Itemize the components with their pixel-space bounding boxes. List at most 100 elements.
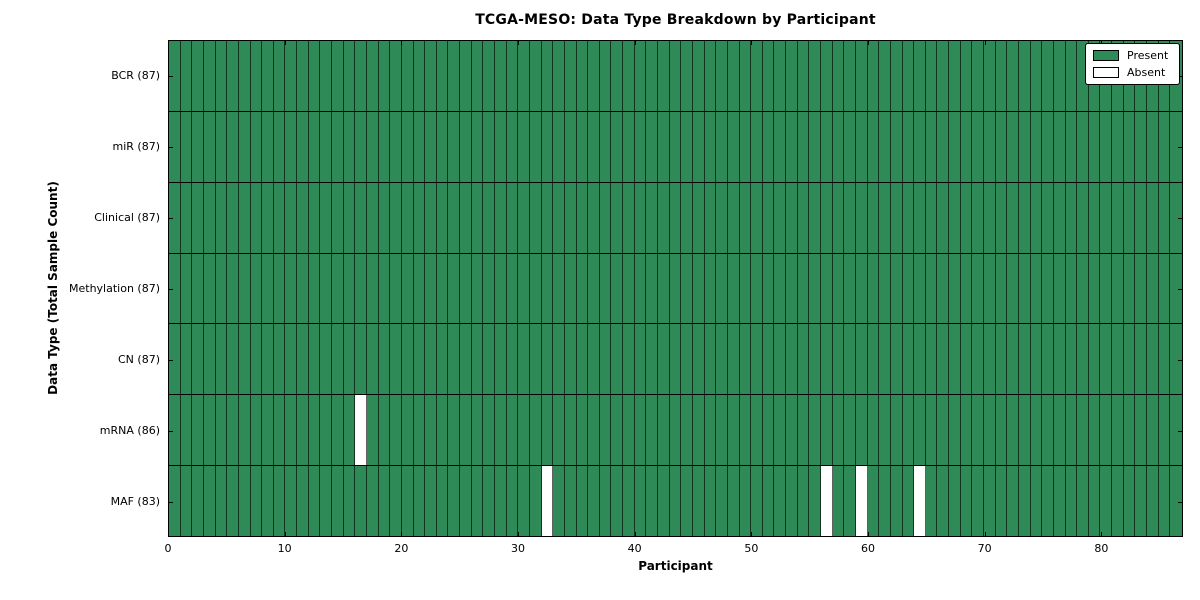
heatmap-cell [332,324,344,395]
heatmap-cell [1077,111,1089,182]
heatmap-cell [436,324,449,395]
heatmap-cell [669,41,682,111]
heatmap-cell [541,182,554,253]
heatmap-cell [1065,41,1078,111]
heatmap-cell [925,41,938,111]
heatmap-cell [564,395,577,466]
heatmap-cell [844,395,856,466]
heatmap-cell [646,253,659,324]
heatmap-cell [984,466,996,537]
x-tick-label-0: 0 [164,542,172,555]
x-tick-label-50: 50 [744,542,759,555]
heatmap-cell [704,466,717,537]
heatmap-cell [215,395,228,466]
heatmap-cell [553,41,565,111]
legend-entry-absent: Absent [1093,66,1172,79]
heatmap-cell [355,111,367,182]
heatmap-cell [890,324,903,395]
heatmap-cell [995,395,1008,466]
heatmap-cell [739,466,752,537]
heatmap-cell [692,324,705,395]
heatmap-cell [308,111,321,182]
heatmap-cell [588,182,600,253]
heatmap-cell [1112,111,1124,182]
heatmap-cell [401,182,414,253]
heatmap-cell [169,395,181,466]
heatmap-cell [308,253,321,324]
heatmap-cell [227,182,239,253]
heatmap-cell [937,182,950,253]
heatmap-cell [914,253,926,324]
heatmap-cell [425,253,437,324]
heatmap-cell [821,111,833,182]
heatmap-cell [1053,253,1066,324]
heatmap-cell [413,253,426,324]
heatmap-cell [541,41,554,111]
heatmap-cell [576,41,589,111]
heatmap-cell [1018,395,1031,466]
heatmap-cell [1018,41,1031,111]
heatmap-cell [355,253,367,324]
heatmap-cell [1112,253,1124,324]
heatmap-cell [378,466,391,537]
heatmap-cell [576,182,589,253]
heatmap-cell [1170,253,1182,324]
heatmap-row-mRNA [169,395,1182,467]
heatmap-cell [599,111,612,182]
heatmap-cell [564,111,577,182]
heatmap-cell [250,466,263,537]
heatmap-cell [1135,395,1148,466]
heatmap-cell [401,111,414,182]
heatmap-row-BCR [169,41,1182,112]
heatmap-cell [203,111,216,182]
heatmap-cell [203,41,216,111]
heatmap-cell [774,324,787,395]
chart-title: TCGA-MESO: Data Type Breakdown by Partic… [475,12,876,28]
heatmap-cell [658,182,670,253]
left-tick-mark [169,75,173,77]
heatmap-cell [716,111,728,182]
heatmap-cell [972,253,985,324]
heatmap-cell [238,111,251,182]
heatmap-cell [215,324,228,395]
heatmap-cell [890,395,903,466]
heatmap-cell [890,253,903,324]
heatmap-cell [1077,182,1089,253]
heatmap-cell [1007,466,1019,537]
heatmap-cell [704,395,717,466]
heatmap-cell [483,466,496,537]
heatmap-cell [739,395,752,466]
heatmap-cell [879,253,891,324]
heatmap-cell [518,41,530,111]
heatmap-cell [564,324,577,395]
heatmap-cell [506,253,519,324]
heatmap-cell [169,324,181,395]
heatmap-cell [1053,182,1066,253]
heatmap-cell [390,182,402,253]
heatmap-cell [681,111,693,182]
heatmap-cell [471,466,484,537]
heatmap-cell [658,111,670,182]
heatmap-cell [297,111,309,182]
heatmap-cell [1042,395,1054,466]
heatmap-cell [436,466,449,537]
heatmap-cell [390,324,402,395]
heatmap-cell [1147,111,1159,182]
right-tick-mark [1178,288,1182,290]
right-tick-mark [1178,359,1182,361]
heatmap-cell [925,182,938,253]
heatmap-cell [1112,395,1124,466]
heatmap-cell [390,41,402,111]
legend-entry-present: Present [1093,49,1172,62]
heatmap-cell [529,41,542,111]
heatmap-cell [984,182,996,253]
left-tick-mark [169,430,173,432]
right-tick-mark [1178,75,1182,77]
heatmap-cell [995,324,1008,395]
heatmap-cell [972,182,985,253]
heatmap-cell [553,182,565,253]
heatmap-cell [879,466,891,537]
heatmap-cell [541,395,554,466]
heatmap-cell [1123,395,1136,466]
heatmap-cell [506,182,519,253]
